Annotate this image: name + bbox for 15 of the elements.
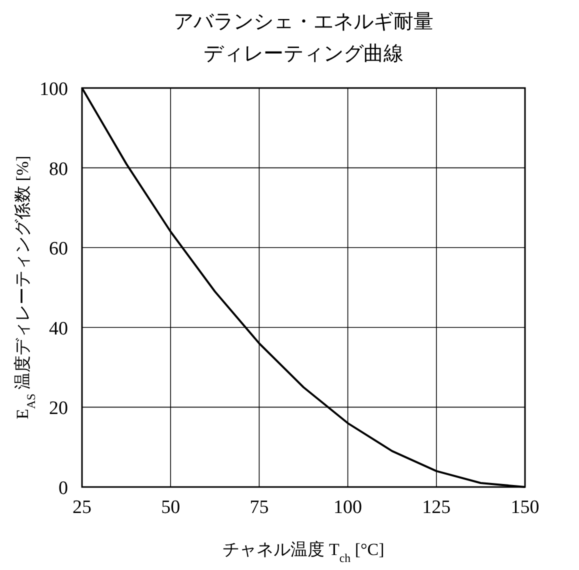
x-tick-label: 50	[161, 497, 180, 518]
y-tick-label: 80	[49, 158, 68, 180]
x-tick-label: 150	[510, 497, 540, 518]
y-tick-label: 40	[49, 318, 68, 340]
x-tick-label: 75	[250, 497, 269, 518]
chart-title: アバランシェ・エネルギ耐量	[174, 11, 434, 33]
x-tick-label: 100	[334, 497, 362, 518]
y-tick-label: 60	[49, 238, 68, 260]
y-tick-label: 100	[40, 79, 68, 100]
chart-subtitle: ディレーティング曲線	[204, 43, 404, 65]
y-tick-label: 0	[58, 478, 68, 499]
x-axis-title: チャネル温度 T$_{ch}$ [°C]	[222, 540, 384, 565]
x-tick-label: 125	[422, 497, 451, 518]
y-tick-label: 20	[49, 398, 68, 420]
x-tick-label: 25	[72, 497, 92, 518]
